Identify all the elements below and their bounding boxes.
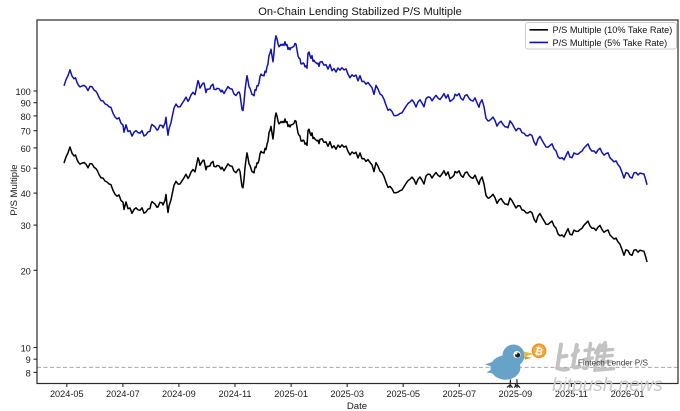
- svg-text:₿: ₿: [533, 346, 543, 359]
- svg-text:2025-05: 2025-05: [386, 389, 420, 399]
- svg-text:P/S Multiple: P/S Multiple: [9, 164, 20, 215]
- svg-text:2025-01: 2025-01: [274, 389, 308, 399]
- svg-text:2024-11: 2024-11: [218, 389, 251, 399]
- svg-text:P/S Multiple (10% Take Rate): P/S Multiple (10% Take Rate): [553, 25, 673, 35]
- svg-text:100: 100: [15, 87, 30, 97]
- svg-text:50: 50: [21, 164, 31, 174]
- svg-text:40: 40: [21, 189, 31, 199]
- svg-text:P/S Multiple (5% Take Rate): P/S Multiple (5% Take Rate): [553, 38, 668, 48]
- svg-text:2025-09: 2025-09: [499, 389, 533, 399]
- svg-text:bitpush.news: bitpush.news: [552, 375, 663, 396]
- svg-text:90: 90: [21, 99, 31, 109]
- svg-text:20: 20: [21, 266, 31, 276]
- svg-text:On-Chain Lending Stabilized P/: On-Chain Lending Stabilized P/S Multiple: [258, 6, 462, 18]
- svg-text:2024-05: 2024-05: [50, 389, 84, 399]
- svg-text:2024-07: 2024-07: [106, 389, 140, 399]
- svg-text:8: 8: [26, 368, 31, 378]
- svg-text:30: 30: [21, 221, 31, 231]
- svg-text:70: 70: [21, 127, 31, 137]
- svg-text:2025-11: 2025-11: [555, 389, 588, 399]
- svg-text:60: 60: [21, 144, 31, 154]
- svg-text:80: 80: [21, 112, 31, 122]
- svg-text:2024-09: 2024-09: [162, 389, 196, 399]
- svg-text:Fintech Lender P/S: Fintech Lender P/S: [578, 359, 649, 368]
- svg-text:2025-07: 2025-07: [442, 389, 476, 399]
- svg-text:2026-01: 2026-01: [611, 389, 645, 399]
- svg-text:Date: Date: [347, 401, 367, 411]
- svg-text:2025-03: 2025-03: [330, 389, 364, 399]
- svg-text:10: 10: [21, 344, 31, 354]
- svg-text:9: 9: [26, 355, 31, 365]
